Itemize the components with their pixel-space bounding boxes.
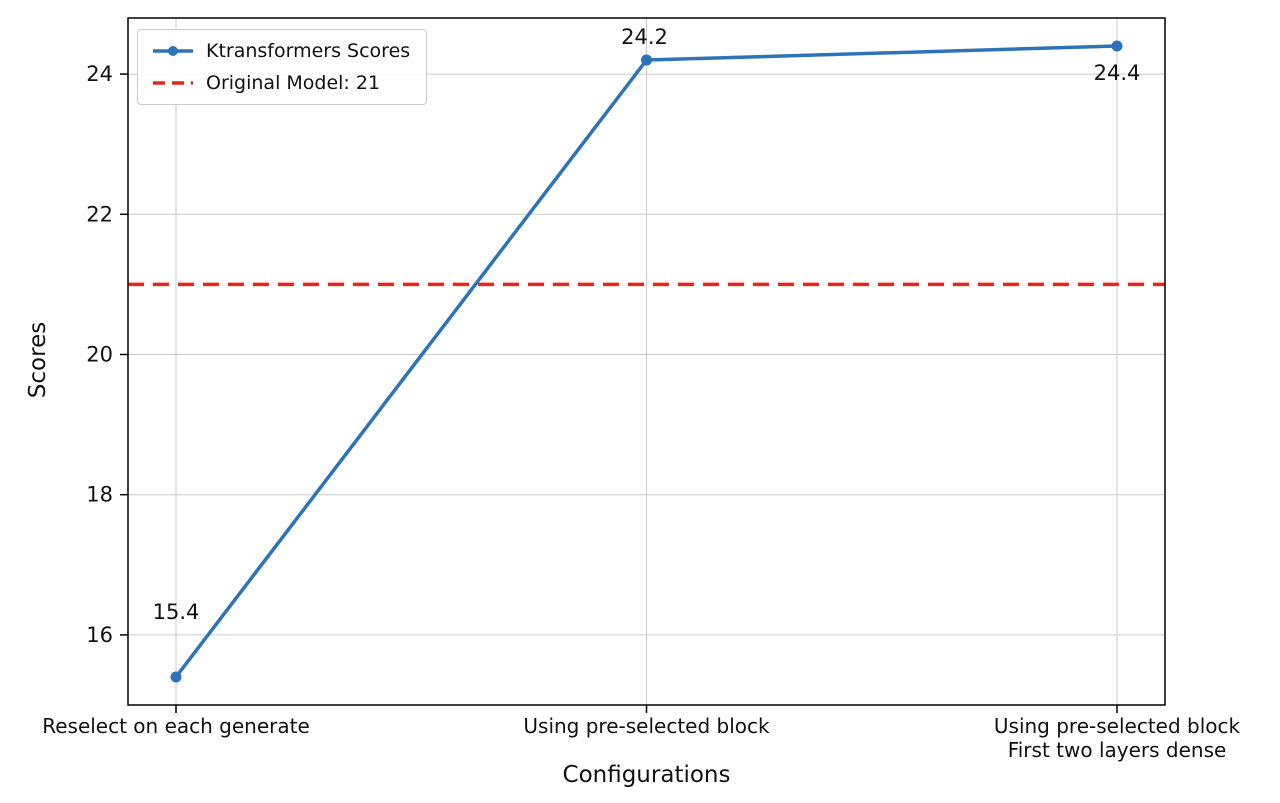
point-value-label: 15.4: [153, 600, 200, 624]
x-tick-label: Reselect on each generate: [42, 714, 310, 738]
data-point-marker: [170, 671, 182, 683]
data-point-marker: [641, 54, 652, 66]
point-value-label: 24.2: [621, 25, 668, 49]
y-axis-label: Scores: [25, 321, 51, 399]
legend-label-series: Ktransformers Scores: [206, 40, 411, 62]
y-tick-label: 18: [86, 483, 113, 507]
legend-line-marker-swatch: [153, 46, 193, 56]
x-tick-label: Using pre-selected block: [523, 714, 770, 738]
x-axis-label: Configurations: [562, 762, 731, 788]
y-tick-label: 22: [86, 202, 113, 226]
data-point-marker: [1111, 40, 1123, 52]
y-tick-label: 24: [86, 62, 113, 86]
x-tick-label: Using pre-selected block First two layers…: [994, 714, 1241, 762]
legend-item-series: Ktransformers Scores: [150, 40, 410, 62]
legend-dashed-line-swatch: [153, 81, 193, 85]
legend: Ktransformers Scores Original Model: 21: [137, 29, 428, 105]
legend-item-reference: Original Model: 21: [150, 72, 410, 94]
y-tick-label: 16: [86, 623, 113, 647]
point-value-label: 24.4: [1094, 61, 1141, 85]
legend-label-reference: Original Model: 21: [206, 72, 381, 94]
y-tick-label: 20: [86, 342, 113, 366]
